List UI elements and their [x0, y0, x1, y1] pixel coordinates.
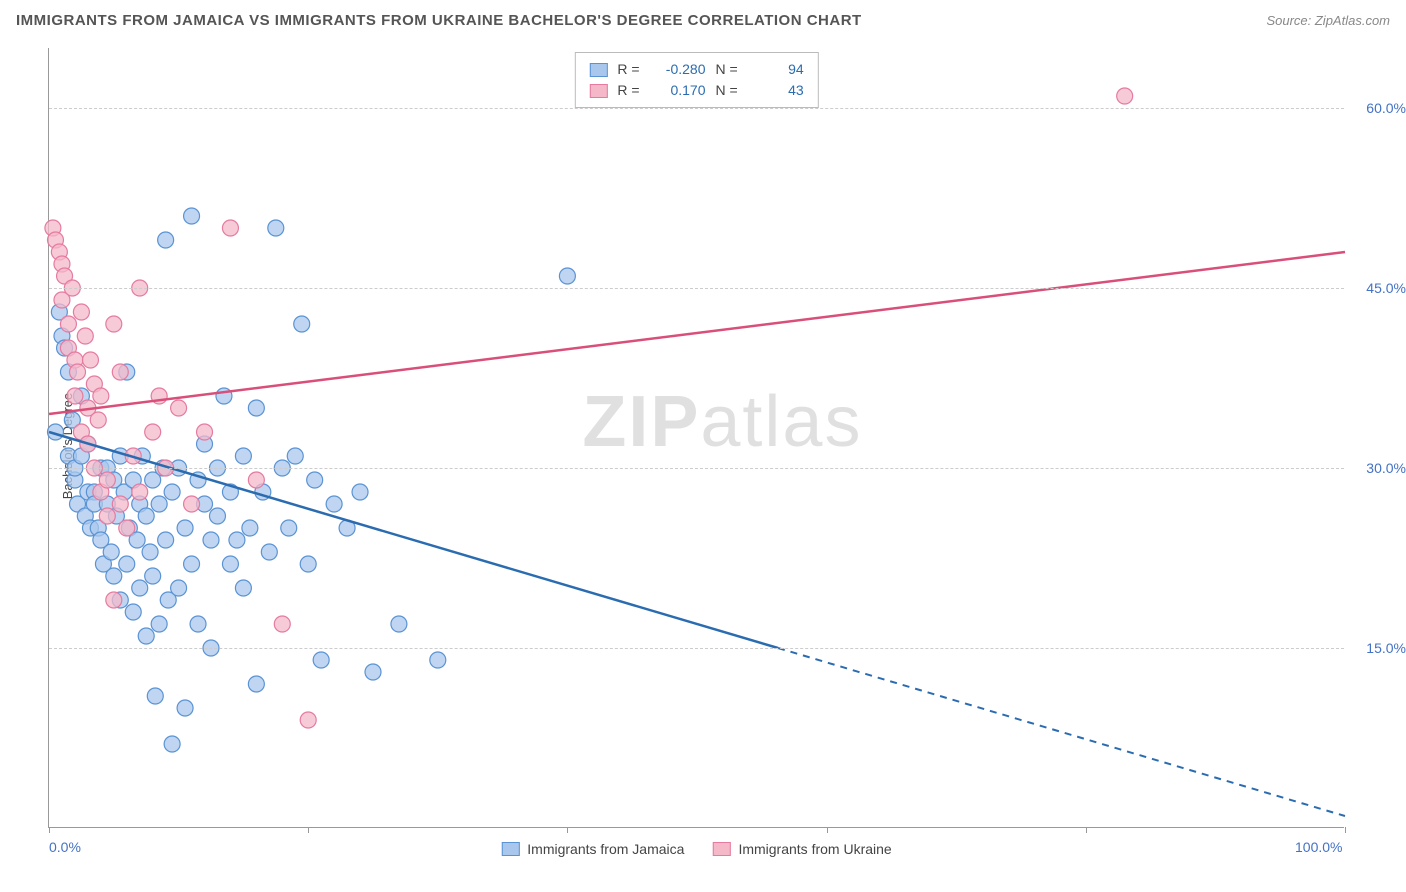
legend-item-jamaica: Immigrants from Jamaica — [501, 841, 684, 857]
correlation-stats-box: R = -0.280 N = 94 R = 0.170 N = 43 — [574, 52, 818, 108]
y-tick-label: 15.0% — [1366, 640, 1406, 656]
swatch-jamaica — [589, 63, 607, 77]
legend-item-ukraine: Immigrants from Ukraine — [712, 841, 891, 857]
y-tick-label: 30.0% — [1366, 460, 1406, 476]
y-tick-label: 60.0% — [1366, 100, 1406, 116]
swatch-ukraine-icon — [712, 842, 730, 856]
stats-row-jamaica: R = -0.280 N = 94 — [589, 59, 803, 80]
source-label: Source: ZipAtlas.com — [1266, 13, 1390, 28]
legend-bottom: Immigrants from Jamaica Immigrants from … — [501, 841, 891, 857]
y-tick-label: 45.0% — [1366, 280, 1406, 296]
chart-title: IMMIGRANTS FROM JAMAICA VS IMMIGRANTS FR… — [16, 12, 862, 29]
swatch-ukraine — [589, 84, 607, 98]
swatch-jamaica-icon — [501, 842, 519, 856]
scatter-svg — [49, 48, 1344, 827]
x-tick-label: 0.0% — [49, 839, 81, 855]
x-tick-label: 100.0% — [1295, 839, 1342, 855]
chart-plot-area: ZIPatlas R = -0.280 N = 94 R = 0.170 N =… — [48, 48, 1344, 828]
stats-row-ukraine: R = 0.170 N = 43 — [589, 80, 803, 101]
